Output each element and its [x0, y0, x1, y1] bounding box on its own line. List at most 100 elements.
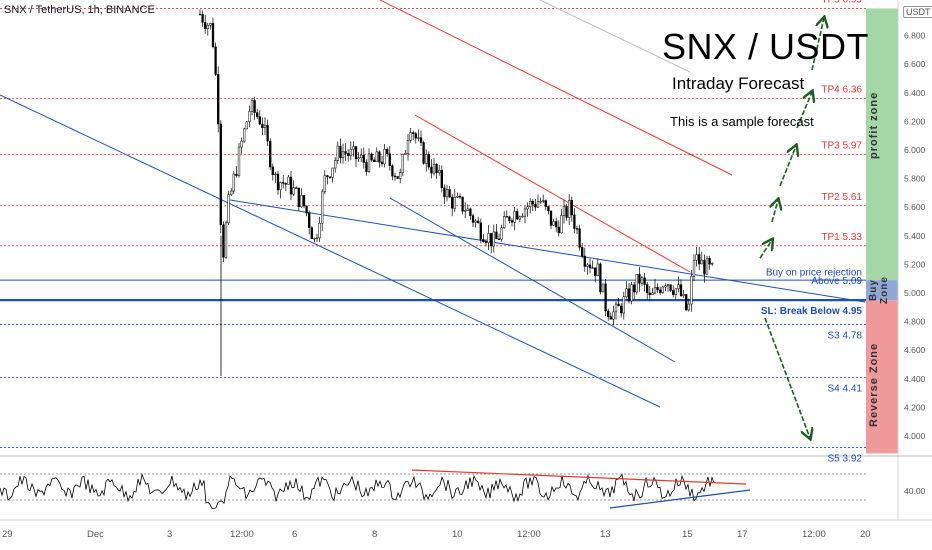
candle-body — [542, 200, 545, 202]
candle-body — [451, 196, 454, 209]
buy-zone-label: Buy Zone — [868, 276, 890, 304]
candle-body — [583, 255, 586, 267]
level-label: TP3 5.97 — [821, 140, 862, 151]
candle-body — [544, 200, 547, 207]
candle-body — [261, 123, 264, 129]
level-label: TP2 5.61 — [821, 192, 862, 203]
candle-body — [438, 169, 441, 174]
candle-body — [315, 237, 319, 239]
y-tick-label: 6.000 — [904, 145, 926, 155]
candle-body — [422, 142, 425, 164]
candle-body — [573, 214, 576, 229]
forecast-arrow — [772, 200, 778, 223]
candle-body — [604, 283, 607, 312]
candle-body — [591, 267, 594, 269]
candle-body — [698, 254, 701, 265]
candle-body — [552, 221, 555, 226]
currency-badge[interactable]: USDT — [903, 6, 932, 18]
candle-body — [484, 241, 488, 243]
candle-body — [575, 228, 579, 230]
candle-body — [227, 194, 230, 224]
candle-body — [492, 231, 495, 247]
trend-line — [0, 94, 661, 408]
candle-body — [406, 140, 410, 154]
candle-body — [360, 154, 363, 159]
candle-body — [464, 210, 467, 212]
profit-zone-label: profit zone — [868, 91, 880, 159]
candle-body — [469, 208, 472, 216]
candle-body — [211, 23, 215, 48]
candle-body — [669, 284, 672, 291]
candle-body — [401, 154, 404, 173]
y-tick-label: 6.600 — [904, 59, 926, 69]
x-tick-label: Dec — [87, 529, 104, 540]
candle-body — [404, 153, 407, 155]
x-tick-label: 15 — [682, 529, 693, 540]
candle-body — [503, 216, 506, 229]
candle-body — [365, 162, 368, 172]
y-tick-label: 4.200 — [904, 402, 926, 412]
candle-body — [560, 215, 563, 234]
candle-body — [659, 289, 662, 293]
candle-body — [274, 173, 277, 176]
candle-body — [230, 190, 233, 195]
y-tick-label: 6.200 — [904, 116, 926, 126]
candle-body — [214, 46, 217, 75]
x-tick-label: 12:00 — [517, 529, 541, 540]
candle-body — [557, 226, 560, 234]
candle-body — [344, 151, 347, 154]
candle-body — [352, 146, 355, 150]
x-tick-label: 6 — [292, 529, 297, 540]
x-tick-label: 13 — [600, 529, 611, 540]
candle-body — [479, 222, 482, 240]
candle-body — [432, 163, 436, 174]
candle-body — [224, 222, 228, 258]
candles-group — [198, 9, 714, 326]
candle-body — [531, 201, 534, 205]
candle-body — [596, 263, 599, 277]
candle-body — [513, 211, 516, 223]
candle-body — [700, 259, 703, 265]
y-tick-label: 5.400 — [904, 231, 926, 241]
buy-zone — [866, 280, 898, 301]
level-label: Above 5.09 — [811, 276, 862, 287]
candle-body — [219, 123, 222, 226]
symbol-header: SNX / TetherUS, 1h, BINANCE — [4, 4, 155, 16]
level-label: S3 4.78 — [828, 330, 863, 341]
candle-body — [581, 247, 584, 257]
candle-body — [373, 159, 376, 162]
candle-body — [445, 189, 449, 198]
rsi-trend-line — [609, 489, 751, 509]
candle-body — [232, 173, 235, 192]
candle-body — [549, 210, 553, 226]
candle-body — [555, 221, 558, 228]
x-tick-label: 8 — [372, 529, 377, 540]
candle-body — [703, 259, 706, 275]
y-tick-label: 4.400 — [904, 374, 926, 384]
candle-body — [578, 228, 581, 248]
candle-body — [339, 145, 342, 159]
candle-body — [284, 183, 287, 185]
candle-body — [497, 238, 501, 240]
candle-body — [630, 284, 633, 302]
candle-body — [529, 201, 532, 208]
candle-body — [370, 153, 373, 161]
candle-body — [523, 208, 527, 217]
candle-body — [391, 165, 394, 177]
candle-body — [516, 211, 519, 220]
candle-body — [412, 132, 415, 134]
candle-body — [396, 176, 399, 179]
candle-body — [440, 169, 443, 188]
candle-body — [235, 173, 238, 176]
candle-body — [399, 172, 402, 179]
candle-body — [323, 175, 326, 193]
candle-body — [282, 182, 285, 184]
candle-body — [409, 132, 412, 141]
candle-body — [588, 264, 592, 269]
candle-body — [250, 100, 254, 112]
candle-body — [495, 231, 498, 240]
forecast-arrow — [764, 317, 810, 438]
candle-body — [425, 154, 428, 164]
candle-body — [705, 258, 709, 275]
